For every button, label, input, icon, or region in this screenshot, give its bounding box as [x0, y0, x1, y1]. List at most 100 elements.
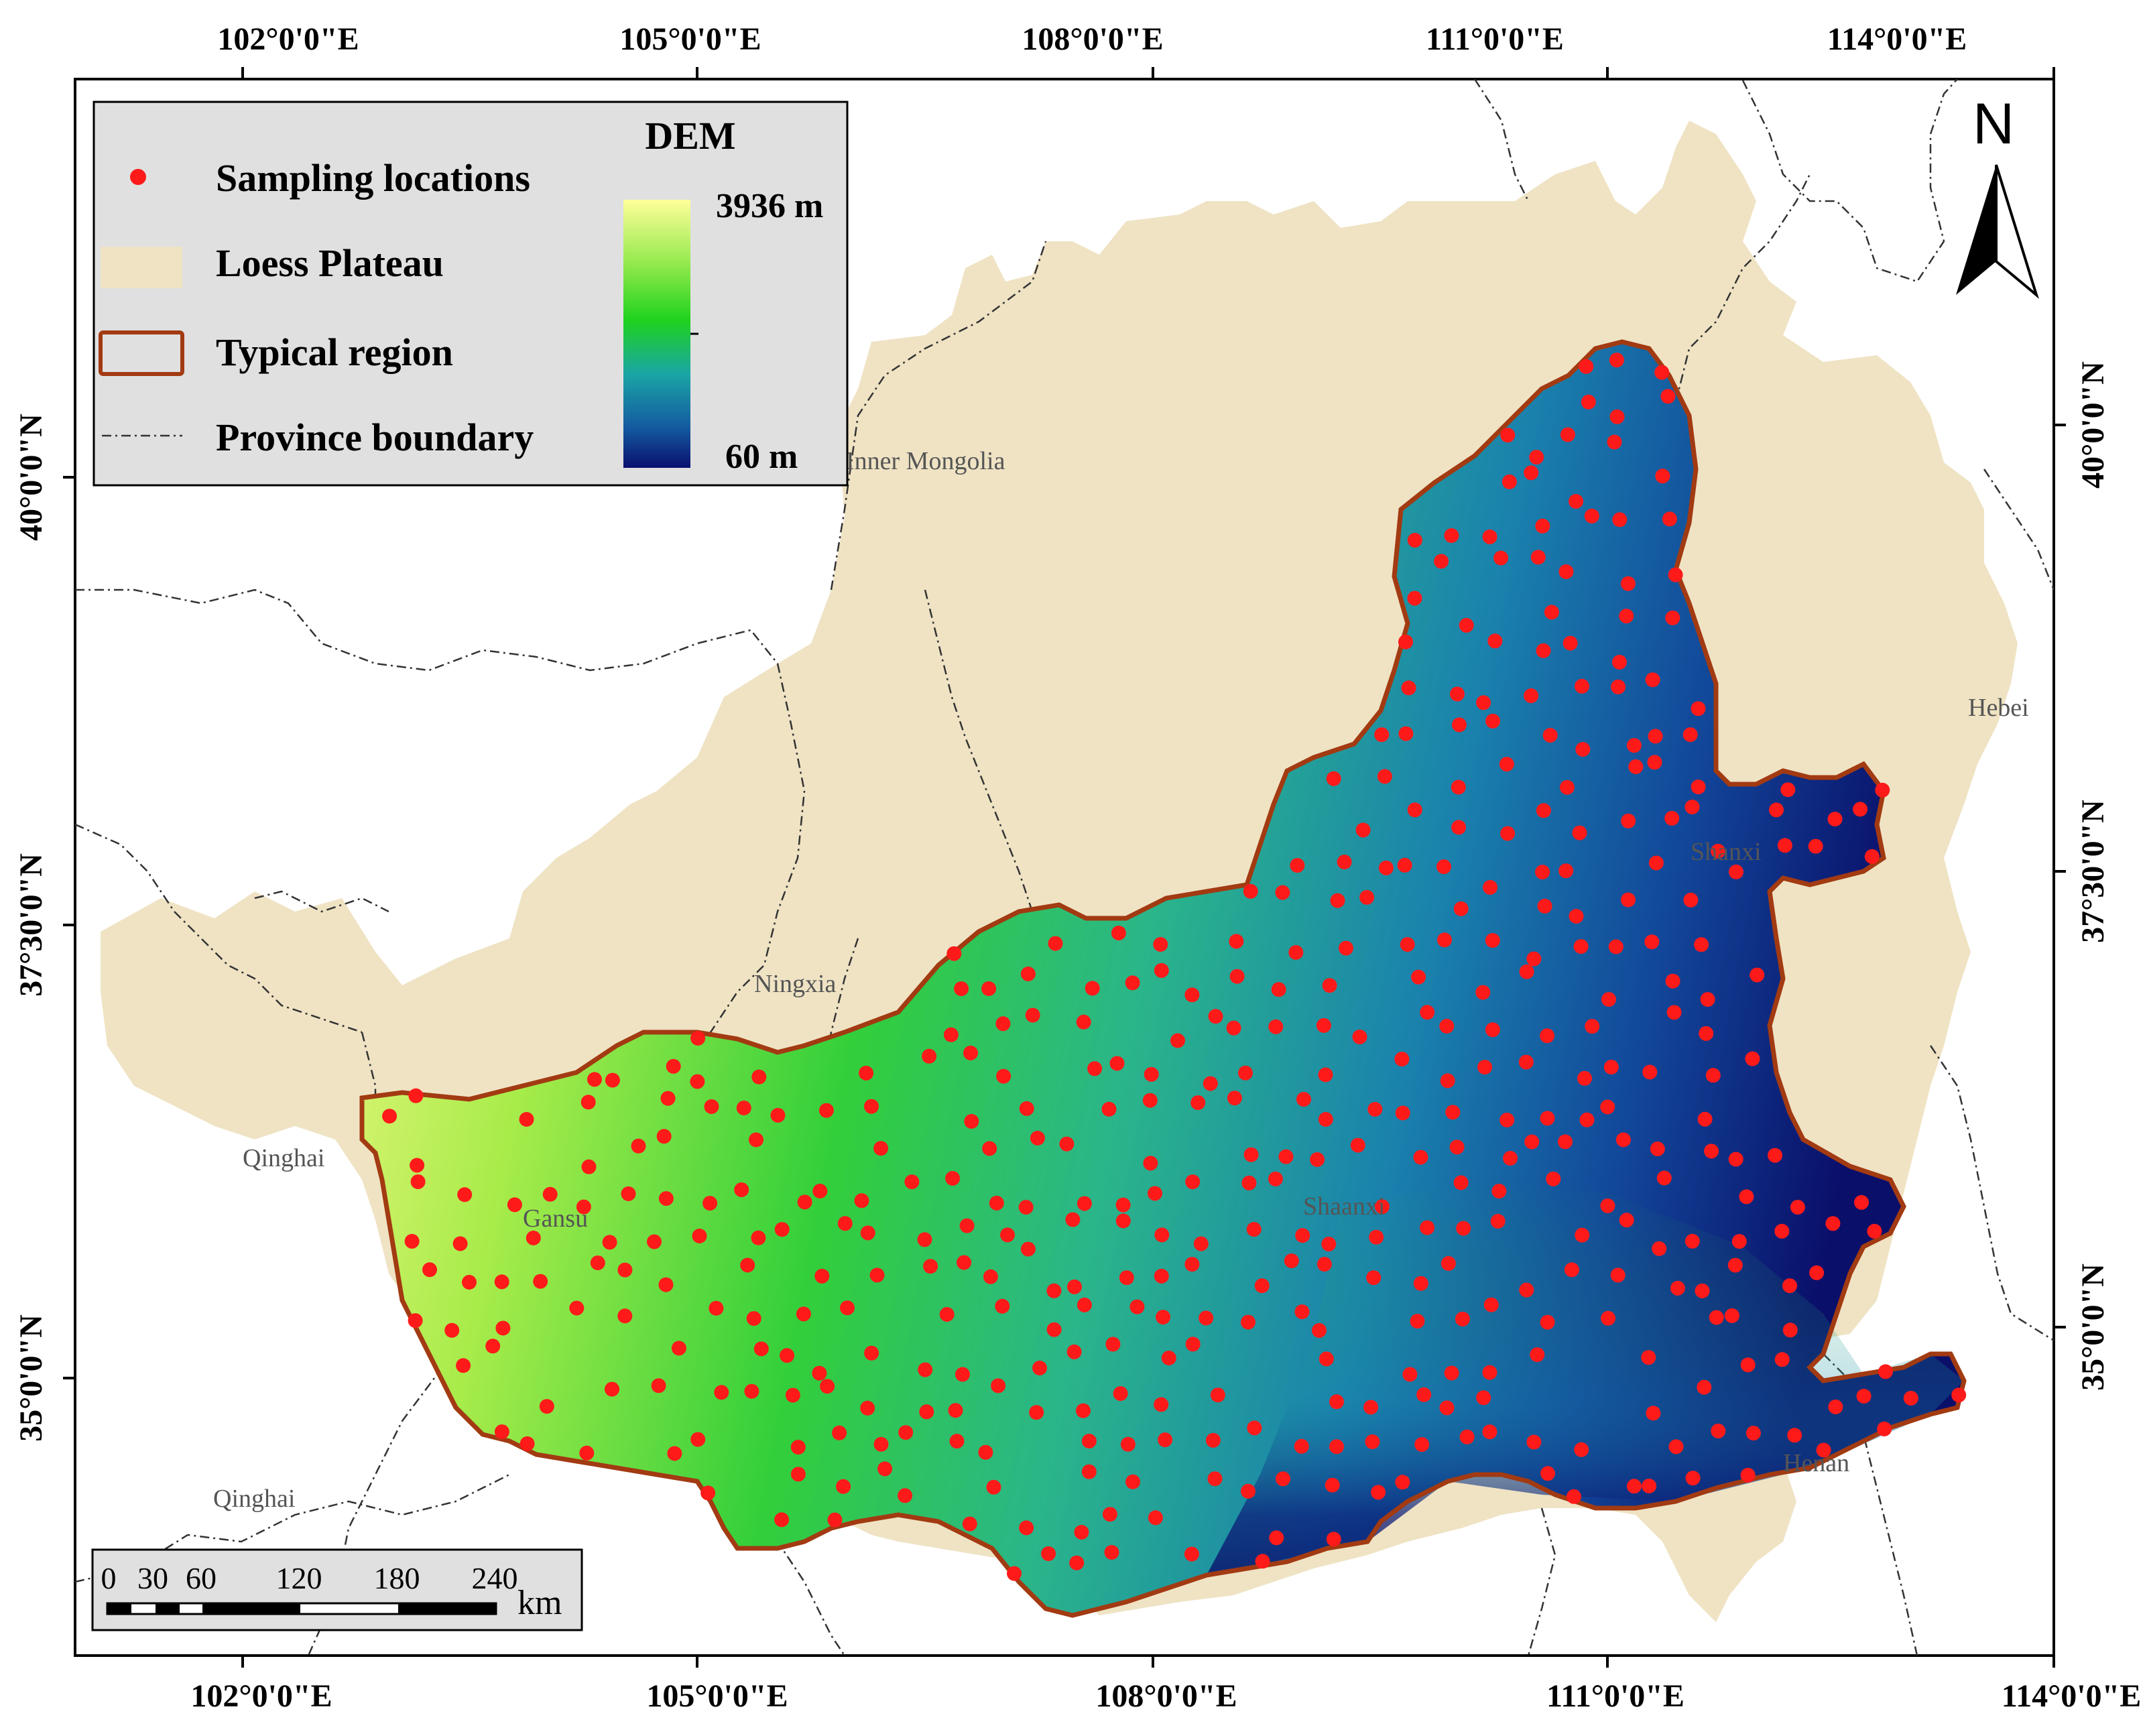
sampling-point — [1654, 365, 1670, 380]
sampling-point — [1330, 893, 1345, 908]
sampling-point — [1646, 1406, 1661, 1421]
sampling-point — [1029, 1405, 1044, 1420]
sampling-point — [1903, 1391, 1918, 1406]
lat-label-left-3: 35°0'0"N — [13, 1314, 49, 1442]
sampling-point — [1185, 1337, 1201, 1352]
sampling-point — [1077, 1196, 1092, 1211]
sampling-point — [1600, 1198, 1615, 1213]
sampling-point — [812, 1365, 827, 1381]
sampling-point — [1790, 1200, 1805, 1215]
sampling-point — [408, 1088, 424, 1103]
sampling-point — [1076, 1014, 1091, 1030]
sampling-point — [780, 1348, 795, 1363]
sampling-point — [410, 1174, 426, 1190]
legend-typical-label: Typical region — [216, 330, 453, 374]
sampling-point — [1648, 729, 1663, 744]
sampling-point — [1536, 803, 1551, 818]
sampling-point — [1782, 1278, 1797, 1294]
sampling-point — [959, 1218, 975, 1233]
sampling-point — [1111, 926, 1126, 940]
sampling-point — [1645, 672, 1660, 688]
sampling-point — [1229, 969, 1245, 984]
sampling-point — [1628, 759, 1644, 774]
sampling-point — [1316, 1017, 1331, 1033]
sampling-point — [1444, 528, 1459, 543]
sampling-point — [1046, 1283, 1062, 1298]
lat-label-right-3: 35°0'0"N — [2075, 1263, 2111, 1391]
sampling-point — [1691, 701, 1706, 717]
sampling-point — [1077, 1297, 1092, 1312]
lon-label-top-4: 111°0'0"E — [1426, 21, 1564, 57]
sampling-point — [1019, 1101, 1034, 1116]
sampling-point — [1610, 1267, 1626, 1283]
sampling-point — [1585, 1019, 1600, 1034]
sampling-point — [1000, 1227, 1015, 1243]
sampling-point — [1318, 1112, 1333, 1127]
sampling-point — [1020, 1241, 1036, 1257]
sampling-point — [1318, 1067, 1333, 1082]
sampling-point — [1621, 813, 1636, 828]
sampling-point — [995, 1298, 1010, 1314]
sampling-point — [1660, 389, 1676, 404]
sampling-point — [860, 1400, 875, 1416]
sampling-point — [1540, 1314, 1555, 1330]
sampling-point — [1485, 1022, 1500, 1038]
sampling-point — [946, 946, 962, 961]
sampling-point — [1664, 810, 1680, 826]
sampling-point — [898, 1488, 913, 1503]
sampling-point — [1695, 1283, 1710, 1298]
sampling-points — [382, 353, 1967, 1581]
sampling-point — [1642, 1064, 1658, 1080]
sampling-point — [1611, 679, 1626, 694]
sampling-point — [1567, 1489, 1581, 1504]
sampling-point — [740, 1257, 755, 1273]
sampling-point — [1575, 1227, 1590, 1243]
sampling-point — [1544, 605, 1559, 620]
sampling-point — [1398, 634, 1413, 649]
sampling-point — [986, 1479, 1001, 1495]
sampling-point — [1612, 512, 1628, 528]
sampling-point — [981, 981, 997, 996]
sampling-point — [996, 1068, 1012, 1084]
sampling-point — [1562, 635, 1578, 651]
sampling-point — [1825, 1216, 1841, 1231]
sampling-point — [1768, 1148, 1782, 1163]
sampling-point — [1577, 1070, 1592, 1086]
lon-label-bottom-2: 105°0'0"E — [646, 1678, 788, 1714]
sampling-point — [1243, 883, 1258, 899]
sampling-point — [1740, 1357, 1756, 1373]
sampling-point — [605, 1072, 620, 1088]
sampling-point — [746, 1311, 761, 1326]
lon-label-bottom-5: 114°0'0"E — [2002, 1678, 2142, 1714]
label-shaanxi: Shaanxi — [1303, 1192, 1385, 1221]
sampling-point — [671, 1341, 686, 1356]
sampling-point — [1574, 1442, 1589, 1457]
sampling-point — [1483, 879, 1498, 895]
sampling-point — [785, 1387, 800, 1403]
sampling-point — [1456, 1221, 1471, 1236]
sampling-point — [1369, 1229, 1384, 1245]
label-inner-mongolia: Inner Mongolia — [846, 447, 1005, 475]
sampling-point — [410, 1158, 425, 1173]
legend-province-label: Province boundary — [216, 416, 534, 459]
sampling-point — [1101, 1101, 1117, 1117]
sampling-point — [790, 1440, 806, 1455]
sampling-point — [796, 1306, 811, 1322]
sampling-point — [1275, 885, 1290, 900]
sampling-point — [1665, 973, 1680, 989]
sampling-point — [533, 1274, 548, 1289]
sampling-point — [1294, 1304, 1310, 1320]
sampling-point — [519, 1112, 534, 1127]
sampling-point — [1684, 800, 1700, 814]
sampling-point — [1867, 1223, 1882, 1239]
sampling-point — [1394, 1052, 1410, 1067]
sampling-point — [1711, 843, 1726, 859]
sampling-point — [1378, 860, 1394, 875]
scale-bar: 0 30 60 120 180 240 km — [91, 1548, 583, 1631]
sampling-point — [1641, 1350, 1656, 1365]
sampling-point — [1828, 1400, 1843, 1414]
lat-label-left-1: 40°0'0"N — [13, 414, 49, 541]
sampling-point — [1377, 769, 1392, 784]
sampling-point — [1025, 1007, 1040, 1023]
sampling-point — [1493, 550, 1509, 566]
